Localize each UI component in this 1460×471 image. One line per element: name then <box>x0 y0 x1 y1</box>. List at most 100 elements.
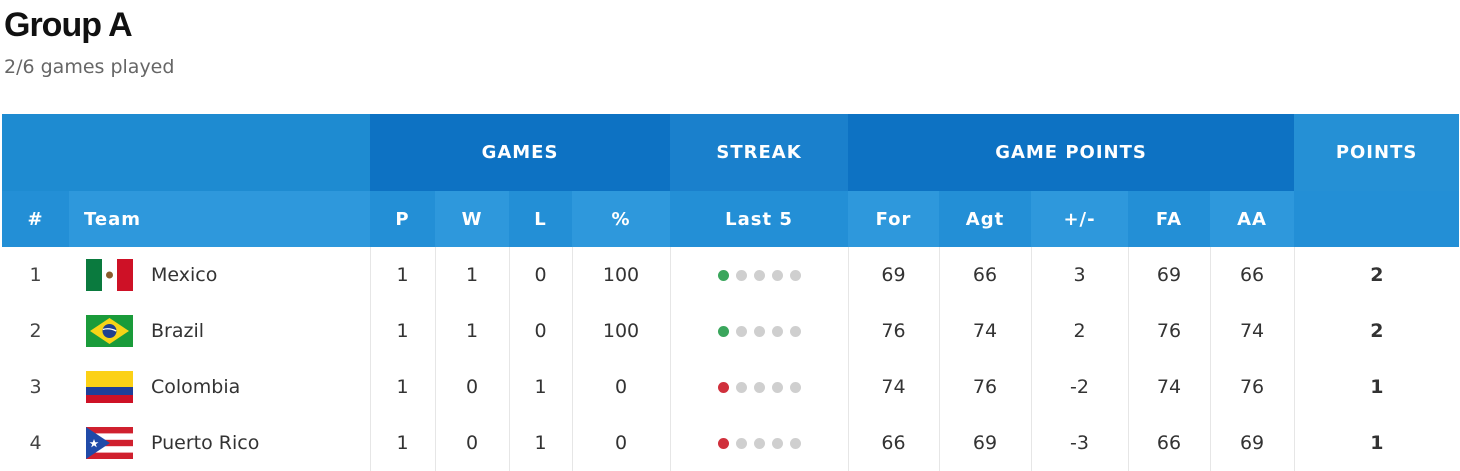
for-cell: 74 <box>848 359 940 415</box>
brazil-flag-icon <box>86 315 133 347</box>
fa-cell: 76 <box>1128 303 1211 359</box>
fa-cell: 74 <box>1128 359 1211 415</box>
diff-cell: 3 <box>1031 247 1129 303</box>
win-pct-cell: 0 <box>572 359 671 415</box>
col-rank[interactable]: # <box>2 191 69 247</box>
played-cell: 1 <box>370 359 436 415</box>
streak-dot <box>717 438 729 449</box>
col-p[interactable]: P <box>370 191 435 247</box>
streak-dot <box>735 438 747 449</box>
last5-streak <box>717 382 801 393</box>
rank-cell: 4 <box>29 432 42 454</box>
rank-cell: 1 <box>29 264 42 286</box>
streak-dot <box>789 438 801 449</box>
col-l[interactable]: L <box>509 191 572 247</box>
group-title: Group A <box>4 6 133 44</box>
col-last5[interactable]: Last 5 <box>670 191 849 247</box>
streak-dot <box>753 270 765 281</box>
team-cell[interactable]: Brazil <box>69 303 371 359</box>
mexico-flag-icon <box>86 259 133 291</box>
for-cell: 69 <box>848 247 940 303</box>
diff-cell: 2 <box>1031 303 1129 359</box>
aa-cell: 66 <box>1210 247 1295 303</box>
streak-dot <box>771 326 783 337</box>
table-row[interactable]: 2 Brazil 1 1 0 100 76 74 2 76 74 2 <box>2 303 1459 359</box>
streak-dot <box>717 326 729 337</box>
standings-table: GAMES STREAK GAME POINTS POINTS # Team P… <box>2 114 1460 471</box>
streak-cell <box>670 415 849 471</box>
colombia-flag-icon <box>86 371 133 403</box>
aa-cell: 74 <box>1210 303 1295 359</box>
agt-cell: 74 <box>939 303 1032 359</box>
played-cell: 1 <box>370 303 436 359</box>
column-header-row: # Team P W L % Last 5 For Agt +/- FA AA <box>2 191 1460 247</box>
col-diff[interactable]: +/- <box>1031 191 1129 247</box>
header-group-game-points: GAME POINTS <box>848 114 1295 191</box>
wins-cell: 1 <box>435 247 510 303</box>
table-row[interactable]: 1 Mexico 1 1 0 100 69 66 3 69 66 2 <box>2 247 1459 303</box>
col-fa[interactable]: FA <box>1128 191 1211 247</box>
agt-cell: 76 <box>939 359 1032 415</box>
table-row[interactable]: 3 Colombia 1 0 1 0 74 76 -2 74 76 1 <box>2 359 1459 415</box>
streak-dot <box>771 270 783 281</box>
col-team[interactable]: Team <box>69 191 370 247</box>
header-group-blank <box>2 114 370 191</box>
wins-cell: 1 <box>435 303 510 359</box>
streak-dot <box>735 382 747 393</box>
streak-dot <box>735 326 747 337</box>
streak-cell <box>670 359 849 415</box>
col-pct[interactable]: % <box>572 191 671 247</box>
puerto-rico-flag-icon <box>86 427 133 459</box>
streak-dot <box>717 382 729 393</box>
table-row[interactable]: 4 Puerto Rico 1 0 1 0 66 69 -3 66 69 1 <box>2 415 1459 471</box>
col-w[interactable]: W <box>435 191 509 247</box>
fa-cell: 66 <box>1128 415 1211 471</box>
aa-cell: 76 <box>1210 359 1295 415</box>
rank-cell: 2 <box>29 320 42 342</box>
team-cell[interactable]: Mexico <box>69 247 371 303</box>
col-agt[interactable]: Agt <box>939 191 1032 247</box>
losses-cell: 1 <box>509 415 573 471</box>
team-name[interactable]: Mexico <box>151 264 218 286</box>
last5-streak <box>717 326 801 337</box>
team-cell[interactable]: Colombia <box>69 359 371 415</box>
losses-cell: 0 <box>509 247 573 303</box>
header-group-games: GAMES <box>370 114 671 191</box>
fa-cell: 69 <box>1128 247 1211 303</box>
team-name[interactable]: Brazil <box>151 320 205 342</box>
streak-dot <box>771 438 783 449</box>
team-cell[interactable]: Puerto Rico <box>69 415 371 471</box>
header-group-streak: STREAK <box>670 114 849 191</box>
last5-streak <box>717 438 801 449</box>
losses-cell: 0 <box>509 303 573 359</box>
col-for[interactable]: For <box>848 191 940 247</box>
points-cell: 2 <box>1370 264 1384 286</box>
diff-cell: -2 <box>1031 359 1129 415</box>
for-cell: 66 <box>848 415 940 471</box>
streak-dot <box>789 270 801 281</box>
streak-dot <box>753 438 765 449</box>
played-cell: 1 <box>370 247 436 303</box>
rank-cell: 3 <box>29 376 42 398</box>
wins-cell: 0 <box>435 359 510 415</box>
diff-cell: -3 <box>1031 415 1129 471</box>
for-cell: 76 <box>848 303 940 359</box>
points-cell: 1 <box>1370 432 1384 454</box>
win-pct-cell: 100 <box>572 247 671 303</box>
streak-cell <box>670 303 849 359</box>
header-group-row: GAMES STREAK GAME POINTS POINTS <box>2 114 1460 191</box>
streak-dot <box>753 382 765 393</box>
streak-dot <box>717 270 729 281</box>
streak-dot <box>789 382 801 393</box>
header-group-points: POINTS <box>1294 114 1460 191</box>
streak-dot <box>735 270 747 281</box>
col-aa[interactable]: AA <box>1210 191 1295 247</box>
team-name[interactable]: Colombia <box>151 376 241 398</box>
team-name[interactable]: Puerto Rico <box>151 432 260 454</box>
streak-dot <box>771 382 783 393</box>
win-pct-cell: 0 <box>572 415 671 471</box>
wins-cell: 0 <box>435 415 510 471</box>
streak-dot <box>789 326 801 337</box>
played-cell: 1 <box>370 415 436 471</box>
streak-dot <box>753 326 765 337</box>
